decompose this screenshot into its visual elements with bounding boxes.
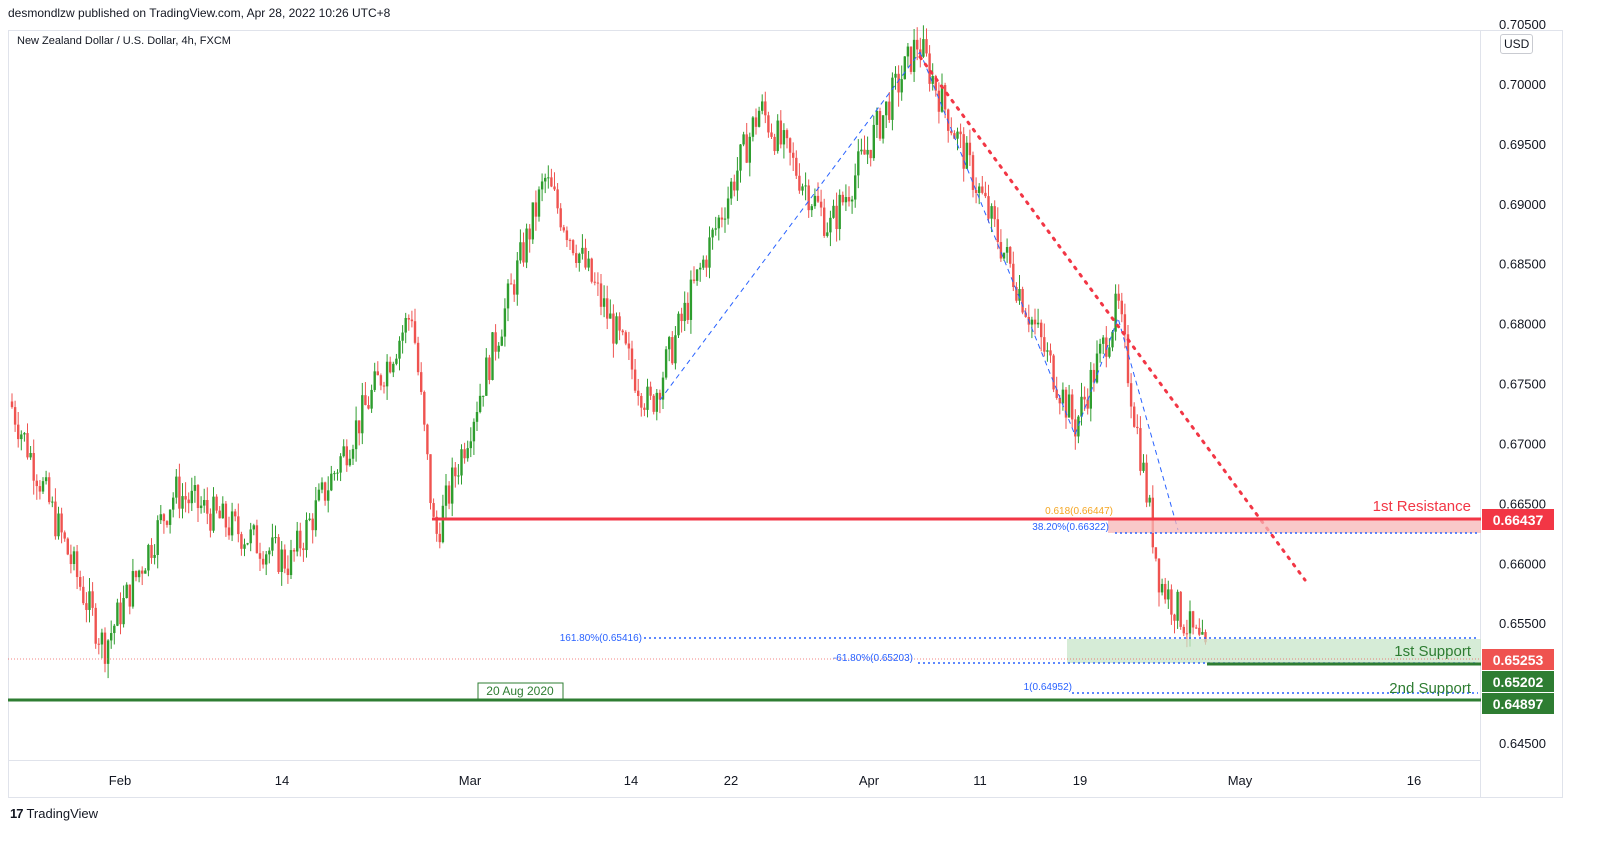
symbol-title: New Zealand Dollar / U.S. Dollar, 4h, FX… bbox=[17, 35, 231, 47]
currency-button[interactable]: USD bbox=[1500, 34, 1534, 54]
tradingview-brand[interactable]: 17 TradingView bbox=[10, 806, 98, 821]
price-axis[interactable] bbox=[1481, 30, 1563, 798]
time-axis[interactable] bbox=[8, 761, 1481, 798]
tradingview-logo-icon: 17 bbox=[10, 806, 24, 821]
plot-area[interactable] bbox=[8, 30, 1481, 761]
brand-name: TradingView bbox=[26, 806, 99, 821]
published-info: desmondlzw published on TradingView.com,… bbox=[8, 6, 391, 20]
